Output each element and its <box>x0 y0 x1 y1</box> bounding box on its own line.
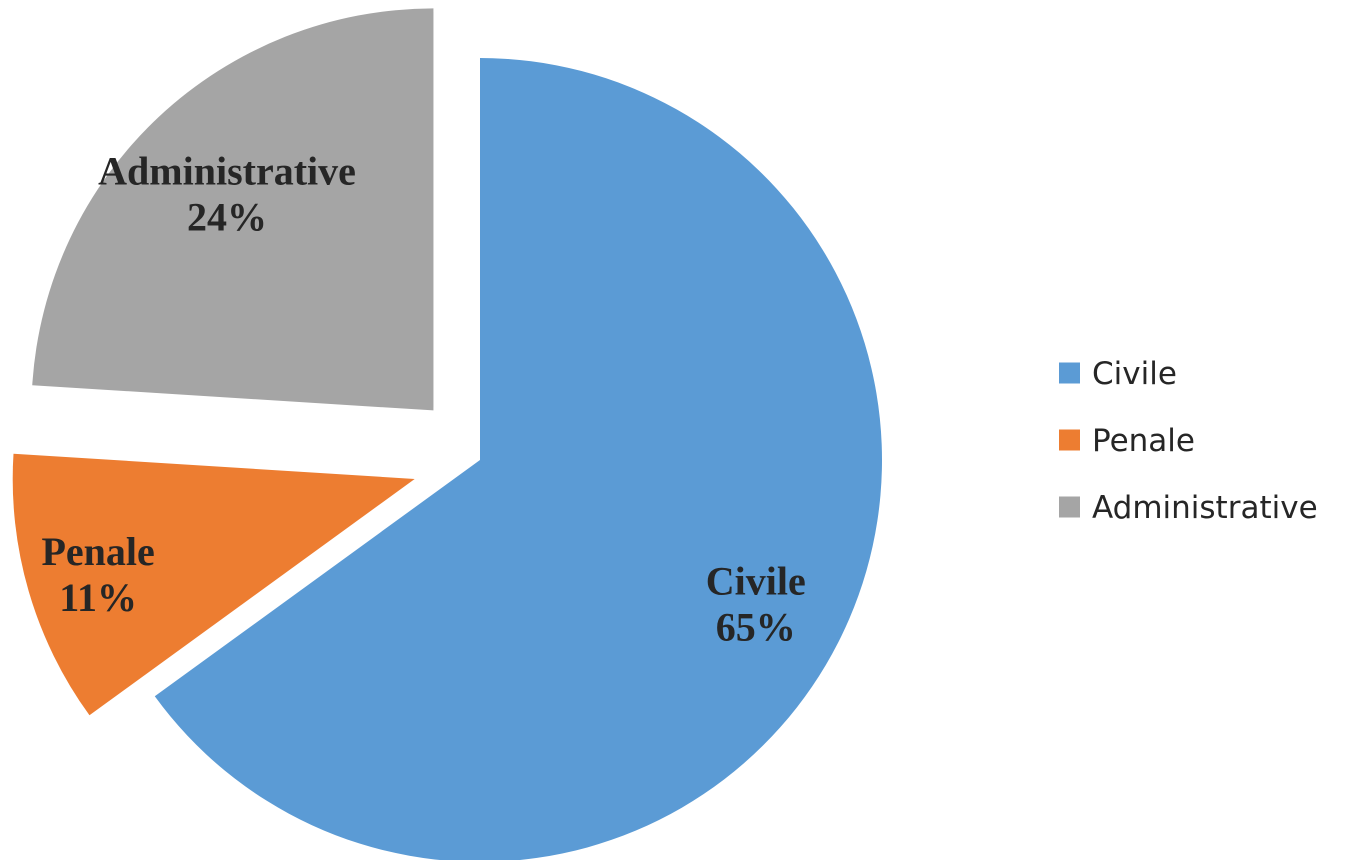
slice-value-label: 24% <box>187 195 267 240</box>
slice-category-label: Penale <box>41 529 154 574</box>
slice-value-label: 65% <box>716 605 796 650</box>
pie-slice-administrative <box>32 8 434 411</box>
slice-value-label: 11% <box>59 575 137 620</box>
legend: Civile Penale Administrative <box>1059 356 1318 526</box>
slice-category-label: Civile <box>706 559 806 604</box>
pie-slice-penale <box>12 453 415 716</box>
legend-label-administrative: Administrative <box>1092 490 1318 526</box>
slice-category-label: Administrative <box>98 149 356 194</box>
legend-label-penale: Penale <box>1092 423 1195 459</box>
pie-slices <box>12 8 882 860</box>
legend-label-civile: Civile <box>1092 356 1177 392</box>
legend-swatch-penale <box>1059 429 1080 451</box>
legend-swatch-civile <box>1059 362 1080 384</box>
legend-swatch-administrative <box>1059 496 1080 518</box>
pie-slice-civile <box>154 58 882 860</box>
